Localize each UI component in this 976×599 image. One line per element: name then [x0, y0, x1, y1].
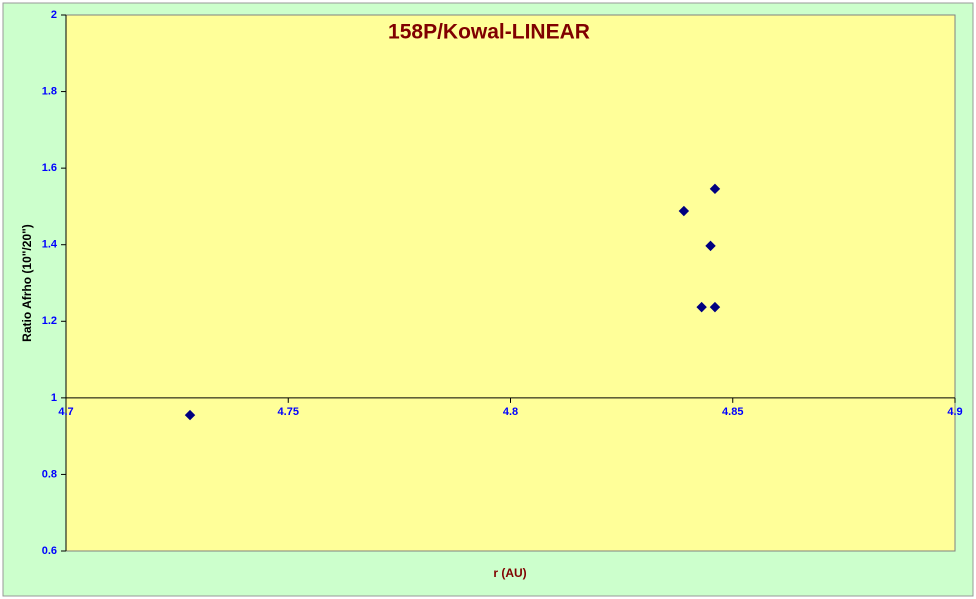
chart-title: 158P/Kowal-LINEAR [388, 21, 590, 44]
x-tick-label: 4.85 [722, 406, 743, 418]
y-tick-label: 1.6 [42, 162, 57, 174]
plot-area [65, 14, 956, 552]
y-axis-title: Ratio Afrho (10"/20") [20, 224, 34, 342]
y-tick-label: 0.6 [42, 545, 57, 557]
y-tick-label: 1 [51, 392, 57, 404]
data-point [709, 183, 721, 195]
y-tick-label: 1.8 [42, 85, 57, 97]
y-tick-label: 1.2 [42, 315, 57, 327]
data-point [678, 205, 690, 217]
x-tick-label: 4.7 [58, 406, 73, 418]
x-tick-label: 4.8 [503, 406, 518, 418]
x-tick-label: 4.9 [947, 406, 962, 418]
data-point [184, 409, 196, 421]
data-point [709, 301, 721, 313]
data-point [696, 301, 707, 313]
data-point [705, 240, 716, 252]
y-tick-label: 1.4 [42, 239, 58, 251]
y-tick-label: 0.8 [42, 468, 57, 480]
x-axis-title: r (AU) [493, 566, 526, 580]
x-tick-label: 4.75 [278, 406, 299, 418]
y-tick-label: 2 [51, 9, 57, 21]
